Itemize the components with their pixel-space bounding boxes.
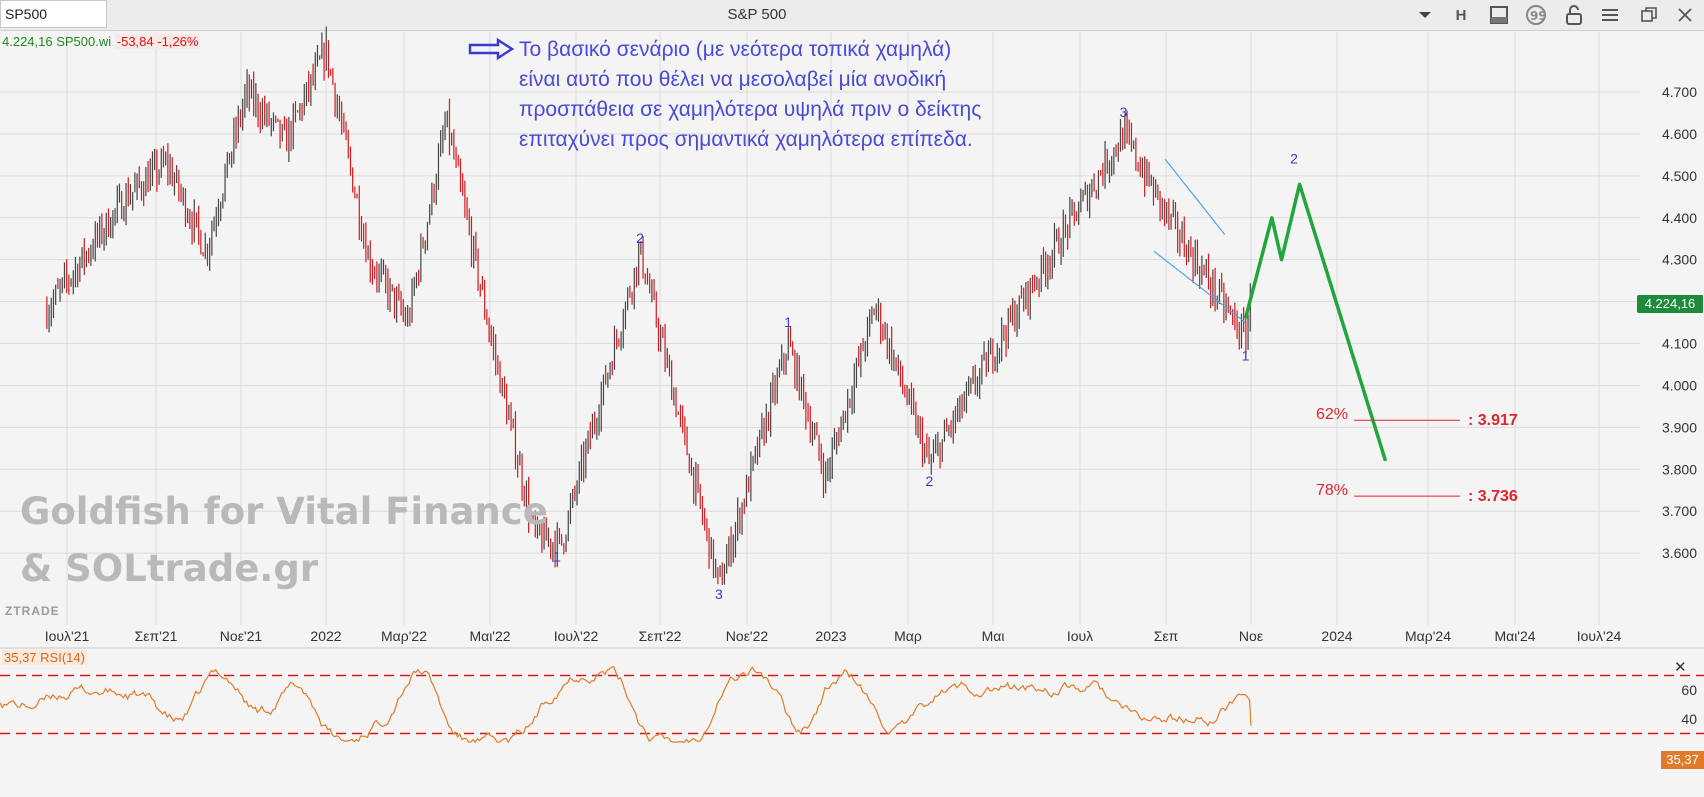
rsi-label: 35,37 RSI(14) — [2, 650, 87, 665]
fib-value: : 3.736 — [1468, 488, 1518, 505]
quote-change: -53,84 -1,26% — [114, 34, 201, 49]
y-tick-label: 4.500 — [1662, 168, 1697, 184]
y-tick-label: 3.700 — [1662, 503, 1697, 519]
arrow-shape — [468, 37, 515, 61]
y-tick-label: 3.800 — [1662, 461, 1697, 477]
h-icon[interactable]: H — [1455, 6, 1467, 24]
y-tick-label: 4.700 — [1662, 84, 1697, 100]
x-tick-label: 2024 — [1321, 628, 1352, 644]
x-tick-label: Ιουλ — [1067, 628, 1093, 644]
chevron-down-icon[interactable] — [1412, 3, 1438, 27]
scenario-annotation: Το βασικό σενάριο (με νεότερα τοπικά χαμ… — [519, 35, 981, 155]
rsi-line — [0, 666, 1252, 744]
chart-grid — [0, 32, 1704, 649]
last-price-badge: 4.224,16 — [1637, 295, 1703, 313]
quote-price: 4.224,16 SP500.wi — [2, 34, 112, 49]
restore-icon[interactable] — [1636, 3, 1662, 27]
rsi-tick-label: 60 — [1681, 682, 1697, 698]
fib-percent: 62% — [1316, 406, 1348, 423]
annotation-line: Το βασικό σενάριο (με νεότερα τοπικά χαμ… — [519, 38, 952, 61]
x-tick-label: Ιουλ'22 — [554, 628, 599, 644]
y-tick-label: 4.000 — [1662, 377, 1697, 393]
wave-label: 2 — [636, 230, 644, 246]
x-tick-label: Μαι'22 — [469, 628, 510, 644]
x-tick-label: Νοε'22 — [726, 628, 769, 644]
wave-label: 2 — [926, 473, 934, 489]
x-tick-label: Μαι'24 — [1494, 628, 1535, 644]
x-tick-label: Ιουλ'21 — [45, 628, 90, 644]
x-tick-label: Νοε — [1239, 628, 1263, 644]
x-tick-label: Μαρ — [894, 628, 922, 644]
svg-text:99: 99 — [1530, 9, 1547, 23]
top-toolbar: S&P 500 H 99 — [0, 0, 1704, 31]
symbol-input[interactable] — [0, 0, 107, 28]
fib-value: : 3.917 — [1468, 412, 1518, 429]
wave-label: 2 — [1290, 150, 1298, 166]
chart-overlay: 1 2 3 1 2 3 2 1 62% : 3.917 78% : 3.736 — [468, 37, 1518, 602]
rsi-panel: 60 40 — [0, 666, 1704, 744]
x-tick-label: Μαρ'24 — [1405, 628, 1451, 644]
x-tick-label: 2023 — [815, 628, 846, 644]
projection-path — [1243, 182, 1388, 462]
x-tick-label: Σεπ'21 — [135, 628, 178, 644]
quote-readout: 4.224,16 SP500.wi -53,84 -1,26% — [2, 34, 201, 49]
x-tick-label: Σεπ'22 — [639, 628, 682, 644]
menu-icon[interactable] — [1597, 3, 1623, 27]
annotation-line: προσπάθεια σε χαμηλότερα υψηλά πριν ο δε… — [519, 98, 982, 121]
unlock-icon[interactable] — [1561, 3, 1587, 27]
y-tick-label: 3.600 — [1662, 545, 1697, 561]
arrow-icon — [468, 37, 515, 61]
x-tick-label: Ιουλ'24 — [1577, 628, 1622, 644]
x-tick-label: Μαρ'22 — [381, 628, 427, 644]
wave-label: 1 — [553, 549, 561, 565]
channel-line — [1164, 158, 1226, 235]
y-tick-label: 4.300 — [1662, 252, 1697, 268]
annotation-line: είναι αυτό που θέλει να μεσολαβεί μία αν… — [519, 68, 947, 91]
watermark: Goldfish for Vital Finance & SOLtrade.gr — [20, 483, 548, 597]
watermark-line: & SOLtrade.gr — [20, 547, 319, 590]
rsi-tick-label: 40 — [1681, 711, 1697, 727]
fib-percent: 78% — [1316, 482, 1348, 499]
y-tick-label: 3.900 — [1662, 419, 1697, 435]
wave-label: 3 — [1120, 104, 1128, 120]
x-tick-label: Μαι — [982, 628, 1005, 644]
chart-title: S&P 500 — [727, 6, 787, 23]
annotation-line: επιταχύνει προς σημαντικά χαμηλότερα επί… — [519, 128, 973, 151]
watermark-line: Goldfish for Vital Finance — [20, 490, 548, 533]
brand-logo: ZTRADE — [5, 604, 60, 618]
x-tick-label: Νοε'21 — [220, 628, 263, 644]
close-panel-icon[interactable]: ✕ — [1674, 659, 1687, 676]
layout-icon[interactable] — [1486, 3, 1512, 27]
y-tick-label: 4.400 — [1662, 210, 1697, 226]
close-window-icon[interactable] — [1672, 3, 1698, 27]
quote-icon[interactable]: 99 — [1523, 3, 1549, 27]
rsi-value-badge: 35,37 — [1661, 751, 1704, 769]
time-axis: Ιουλ'21 Σεπ'21 Νοε'21 2022 Μαρ'22 Μαι'22 Ιουλ'… — [45, 628, 1622, 644]
wave-label: 1 — [784, 314, 792, 330]
channel-line — [1153, 250, 1246, 324]
y-tick-label: 4.600 — [1662, 126, 1697, 142]
candlesticks — [46, 26, 1251, 585]
x-tick-label: 2022 — [310, 628, 341, 644]
y-tick-label: 4.100 — [1662, 336, 1697, 352]
wave-label: 3 — [715, 586, 723, 602]
price-axis: 4.7004.6004.5004.4004.3004.2004.1004.000… — [1662, 84, 1697, 561]
x-tick-label: Σεπ — [1154, 628, 1179, 644]
wave-label: 1 — [1242, 347, 1250, 363]
